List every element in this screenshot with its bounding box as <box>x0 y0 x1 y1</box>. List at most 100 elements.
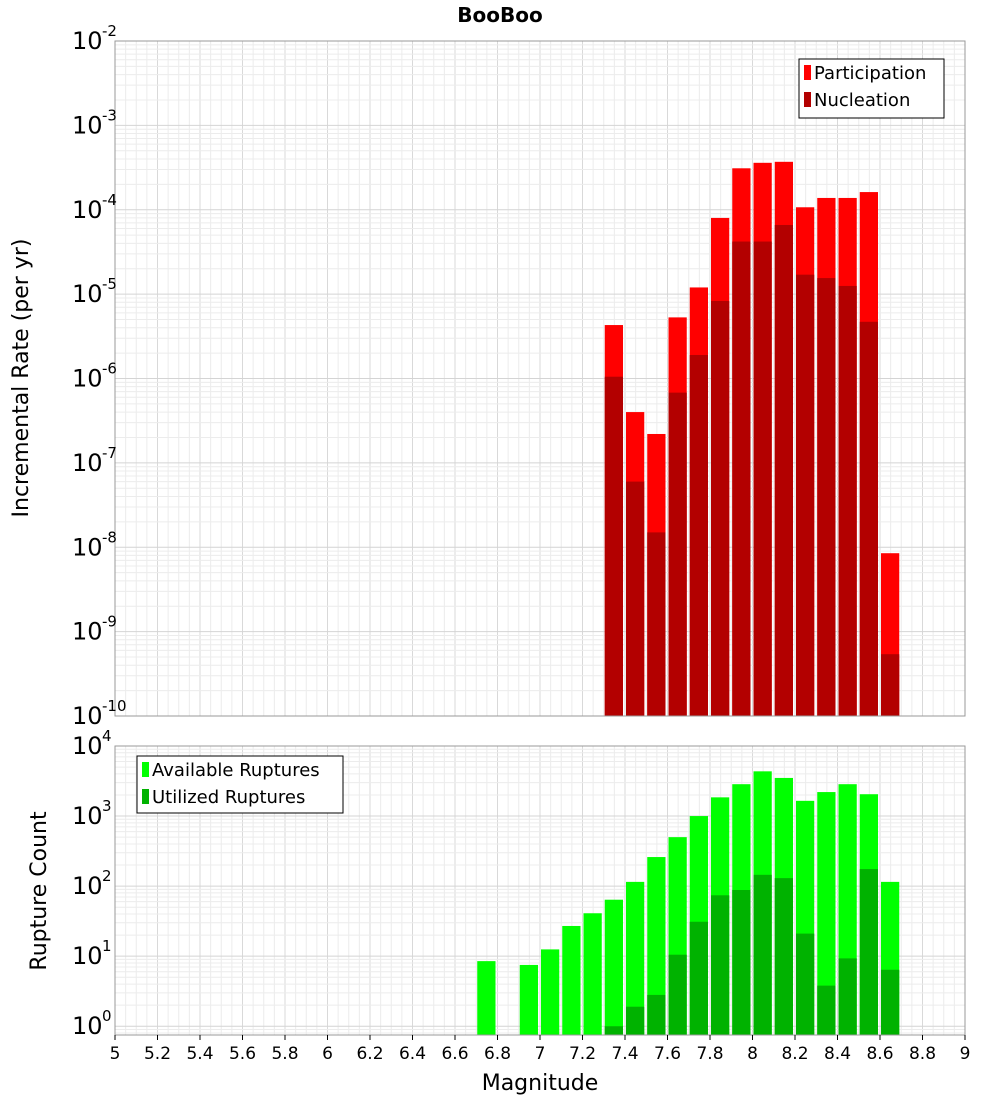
y-tick-label: 10 <box>72 27 103 55</box>
count-bar-b <box>838 958 857 1035</box>
y-tick-exponent: -2 <box>102 22 117 40</box>
rate-bar-b <box>796 274 815 716</box>
y-tick-label: 10 <box>72 1012 103 1040</box>
count-bar-a <box>541 949 560 1035</box>
count-bar-b <box>711 895 730 1035</box>
y-tick-exponent: 4 <box>102 727 112 745</box>
x-tick-label: 8.6 <box>866 1044 893 1064</box>
x-tick-label: 7.8 <box>696 1044 723 1064</box>
legend-box <box>136 755 344 814</box>
count-bar-b <box>626 1006 645 1035</box>
rate-plot-frame <box>114 40 966 717</box>
y-tick-exponent: -5 <box>102 275 117 293</box>
count-bar-b <box>817 985 836 1035</box>
y-tick-exponent: 3 <box>102 797 112 815</box>
rate-plot-legend: Participation Nucleation <box>798 58 945 119</box>
rate-bar-b <box>668 392 687 716</box>
legend-label: Nucleation <box>814 90 910 111</box>
rate-bar-b <box>774 224 793 716</box>
x-tick-label: 6.6 <box>441 1044 468 1064</box>
count-bar-b <box>859 869 878 1035</box>
x-tick-label: 7.2 <box>569 1044 596 1064</box>
y-tick-exponent: -4 <box>102 191 117 209</box>
x-tick-label: 8.2 <box>781 1044 808 1064</box>
rate-bar-b <box>753 241 772 717</box>
x-axis-label: Magnitude <box>482 1071 599 1096</box>
rate-bar-b <box>881 654 900 716</box>
count-plot-x-ticks: 5 5.2 5.4 5.6 5.8 6 6.2 6.4 6.6 6.8 7 7.2 7.4 7.6 7.8 8… <box>110 1035 971 1064</box>
rate-bar-b <box>604 376 623 716</box>
count-bar-a <box>562 925 581 1035</box>
count-bar-b <box>647 994 666 1035</box>
legend-box <box>798 58 945 119</box>
y-tick-label: 10 <box>72 365 103 393</box>
chart-title: BooBoo <box>457 3 542 27</box>
rate-bar-b <box>647 532 666 716</box>
count-bar-a <box>519 964 538 1035</box>
x-tick-label: 8.8 <box>909 1044 936 1064</box>
y-tick-label: 10 <box>72 732 103 760</box>
x-tick-label: 6 <box>322 1044 333 1064</box>
x-tick-label: 8 <box>747 1044 758 1064</box>
rate-plot-bars <box>604 161 900 717</box>
legend-label: Available Ruptures <box>152 760 320 781</box>
x-tick-label: 5.6 <box>229 1044 256 1064</box>
y-tick-exponent: -9 <box>102 613 117 631</box>
rate-bar-b <box>732 241 751 717</box>
rate-plot-y-ticks: 10-210-310-410-510-610-710-810-910-10 <box>72 22 127 730</box>
legend-swatch <box>142 789 149 804</box>
rate-bar-b <box>838 285 857 716</box>
y-tick-exponent: 1 <box>102 937 112 955</box>
count-bar-a <box>817 792 836 1035</box>
y-tick-label: 10 <box>72 942 103 970</box>
rate-bar-b <box>626 481 645 716</box>
y-tick-label: 10 <box>72 196 103 224</box>
count-bar-a <box>647 857 666 1035</box>
x-tick-label: 6.4 <box>399 1044 426 1064</box>
x-tick-label: 5.4 <box>186 1044 213 1064</box>
count-bar-b <box>753 874 772 1035</box>
y-tick-exponent: -3 <box>102 106 117 124</box>
x-tick-label: 7.4 <box>611 1044 638 1064</box>
rate-plot-y-axis-label: Incremental Rate (per yr) <box>9 239 34 518</box>
y-tick-label: 10 <box>72 449 103 477</box>
y-tick-exponent: -7 <box>102 444 117 462</box>
y-tick-label: 10 <box>72 280 103 308</box>
legend-swatch <box>142 762 149 777</box>
y-tick-exponent: -8 <box>102 528 117 546</box>
y-tick-exponent: 2 <box>102 867 112 885</box>
count-plot-legend: Available Ruptures Utilized Ruptures <box>136 755 344 814</box>
count-bar-b <box>881 969 900 1035</box>
legend-swatch <box>804 92 811 107</box>
count-bar-b <box>604 1026 623 1035</box>
count-bar-b <box>668 954 687 1035</box>
x-tick-label: 5.2 <box>144 1044 171 1064</box>
y-tick-label: 10 <box>72 872 103 900</box>
x-tick-label: 7 <box>535 1044 546 1064</box>
rate-bar-b <box>859 321 878 716</box>
count-bar-a <box>626 881 645 1035</box>
rate-bar-b <box>711 300 730 716</box>
count-bar-a <box>604 899 623 1035</box>
x-tick-label: 6.2 <box>356 1044 383 1064</box>
count-bar-a <box>477 961 496 1035</box>
y-tick-label: 10 <box>72 618 103 646</box>
rate-bar-b <box>817 278 836 716</box>
x-tick-label: 5 <box>110 1044 121 1064</box>
x-tick-label: 9 <box>960 1044 971 1064</box>
x-tick-label: 5.8 <box>271 1044 298 1064</box>
y-tick-label: 10 <box>72 111 103 139</box>
rate-plot: 10-210-310-410-510-610-710-810-910-10 In… <box>9 22 966 730</box>
x-tick-label: 8.4 <box>824 1044 851 1064</box>
count-bar-b <box>689 921 708 1035</box>
y-tick-label: 10 <box>72 702 103 730</box>
y-tick-label: 10 <box>72 533 103 561</box>
rate-plot-grid <box>114 40 966 717</box>
count-bar-b <box>732 890 751 1035</box>
rate-bar-b <box>689 354 708 716</box>
legend-swatch <box>804 65 811 80</box>
legend-label: Utilized Ruptures <box>152 787 305 808</box>
